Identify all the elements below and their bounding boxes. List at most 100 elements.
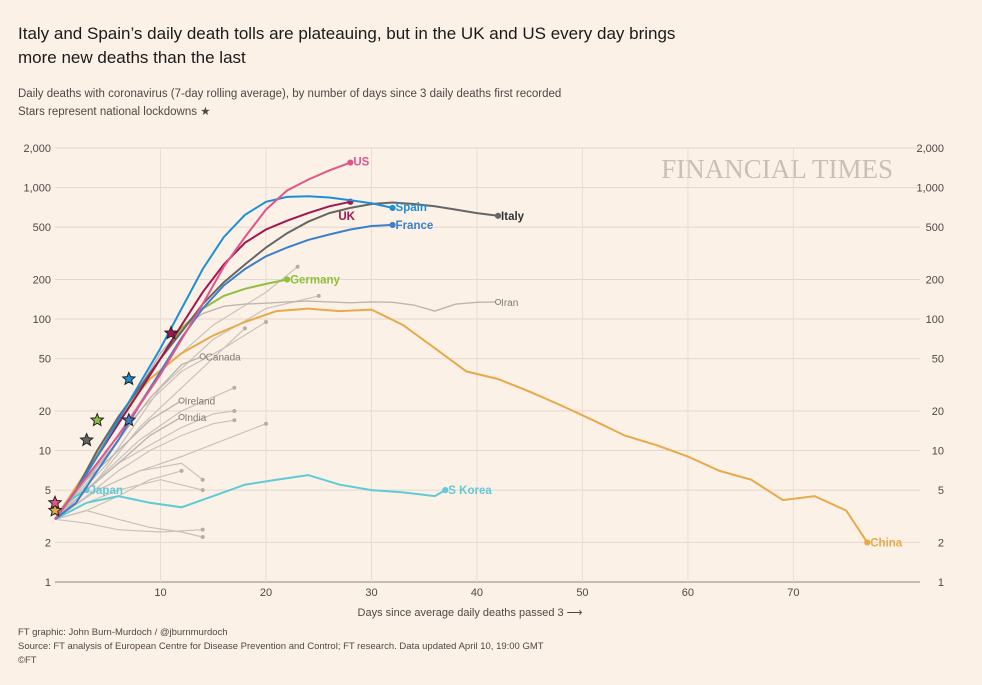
series-label-uk: UK xyxy=(338,211,355,223)
series-label-germany: Germany xyxy=(290,274,340,286)
y-tick-label-right: 1,000 xyxy=(916,183,944,195)
gray-series-endpoint xyxy=(232,385,237,390)
series-label-iran: Iran xyxy=(501,298,518,309)
lockdown-star-us xyxy=(47,494,63,510)
star-icon: ★ xyxy=(200,106,211,118)
series-label-ireland: Ireland xyxy=(185,397,216,408)
series-line-ireland xyxy=(54,399,182,520)
chart-subtitle-lockdown: Stars represent national lockdowns ★ xyxy=(18,104,211,121)
gray-series-endpoint xyxy=(316,293,321,298)
lockdown-star-uk xyxy=(163,325,179,340)
x-tick-label: 40 xyxy=(471,587,483,599)
series-label-japan: Japan xyxy=(90,485,123,497)
y-tick-label-left: 2,000 xyxy=(23,143,51,155)
y-tick-label-left: 500 xyxy=(33,222,51,234)
series-endpoint-italy xyxy=(494,212,502,219)
series-label-canada: Canada xyxy=(206,352,241,363)
lockdown-star-china xyxy=(47,502,63,517)
x-tick-label: 70 xyxy=(787,587,799,599)
series-line-spain xyxy=(54,195,393,520)
x-tick-label: 30 xyxy=(365,587,377,599)
gray-series-endpoint xyxy=(232,408,237,413)
lockdown-star-spain xyxy=(121,371,137,386)
series-label-france: France xyxy=(396,220,434,232)
series-endpoint-germany xyxy=(283,276,291,283)
y-tick-label-right: 50 xyxy=(932,354,944,366)
lockdown-note: Stars represent national lockdowns xyxy=(18,106,197,118)
y-tick-label-left: 2 xyxy=(45,537,51,549)
series-line-china xyxy=(54,307,869,543)
lockdown-stars xyxy=(47,325,179,517)
x-axis-label: Days since average daily deaths passed 3… xyxy=(358,607,583,619)
gray-series-line xyxy=(54,295,319,520)
y-tick-label-left: 10 xyxy=(39,446,51,458)
grid: 1 1 2 2 5 5 10 10 20 20 50 50 100 100 200 200 500 500 1,00… xyxy=(23,143,944,599)
series-label-italy: Italy xyxy=(501,211,525,223)
x-tick-label: 20 xyxy=(260,587,272,599)
gray-series-endpoint xyxy=(200,488,205,493)
series-line-s-korea xyxy=(54,474,446,521)
y-tick-label-right: 500 xyxy=(926,222,944,234)
series-line-us xyxy=(54,161,351,520)
y-tick-label-left: 50 xyxy=(39,354,51,366)
y-tick-label-right: 10 xyxy=(932,446,944,458)
series-line-italy xyxy=(54,201,499,520)
chart-title: Italy and Spain’s daily death tolls are … xyxy=(18,24,676,67)
y-tick-label-left: 1,000 xyxy=(23,183,51,195)
gray-series-line xyxy=(54,462,204,520)
gray-series-endpoint xyxy=(200,527,205,532)
series-endpoint-iran xyxy=(494,298,502,306)
series-endpoint-spain xyxy=(389,204,396,212)
y-tick-label-left: 1 xyxy=(45,577,51,589)
series-label-india: India xyxy=(185,413,207,424)
lockdown-star-italy xyxy=(79,432,95,447)
gray-series-endpoint xyxy=(179,468,184,473)
gray-series-endpoint xyxy=(242,326,247,331)
lockdown-star-germany xyxy=(89,412,105,427)
series-endpoint-china xyxy=(864,539,871,546)
series-line-france xyxy=(54,223,393,521)
footer-copyright: ©FT xyxy=(18,655,37,666)
series-endpoint-canada xyxy=(199,353,206,360)
series-label-china: China xyxy=(870,537,903,549)
series-endpoint-s-korea xyxy=(442,487,449,494)
y-tick-label-right: 200 xyxy=(926,274,944,286)
series-label-s-korea: S Korea xyxy=(448,485,492,497)
footer-credit: FT graphic: John Burn-Murdoch / @jburnmu… xyxy=(18,627,228,638)
series-labels: Canada Ireland India Japan S Korea Iran China G… xyxy=(90,157,903,550)
y-tick-label-left: 200 xyxy=(33,274,51,286)
ft-brand-watermark: FINANCIAL TIMES xyxy=(661,154,893,184)
series-label-us: US xyxy=(353,157,369,169)
footer-source: Source: FT analysis of European Centre f… xyxy=(18,641,544,652)
x-tick-label: 10 xyxy=(154,587,166,599)
gray-series-line xyxy=(54,518,203,533)
y-tick-label-right: 20 xyxy=(932,406,944,418)
y-tick-label-left: 5 xyxy=(45,485,51,497)
gray-series-line xyxy=(54,419,235,520)
gray-series-endpoint xyxy=(200,534,205,539)
gray-series-endpoint xyxy=(263,421,268,426)
gray-series-endpoint xyxy=(263,319,268,324)
gray-series-endpoint xyxy=(232,418,237,423)
series-label-spain: Spain xyxy=(396,202,427,214)
series-line-india xyxy=(54,416,182,520)
series-endpoint-ireland xyxy=(178,397,185,404)
chart-subtitle: Daily deaths with coronavirus (7-day rol… xyxy=(18,88,562,100)
gray-series-endpoint xyxy=(200,477,205,482)
gray-series-line xyxy=(54,410,235,520)
y-tick-label-right: 2 xyxy=(938,537,944,549)
x-tick-label: 50 xyxy=(576,587,588,599)
y-tick-label-right: 2,000 xyxy=(916,143,944,155)
y-tick-label-left: 20 xyxy=(39,406,51,418)
y-tick-label-right: 5 xyxy=(938,485,944,497)
series-endpoint-france xyxy=(389,221,396,229)
gray-series-endpoint xyxy=(295,264,300,269)
series-endpoint-india xyxy=(178,413,185,421)
gray-series-line xyxy=(54,321,267,520)
gray-series-line xyxy=(54,509,203,538)
x-tick-label: 60 xyxy=(682,587,694,599)
y-tick-label-right: 1 xyxy=(938,577,944,589)
y-tick-label-right: 100 xyxy=(926,314,944,326)
y-tick-label-left: 100 xyxy=(33,314,51,326)
